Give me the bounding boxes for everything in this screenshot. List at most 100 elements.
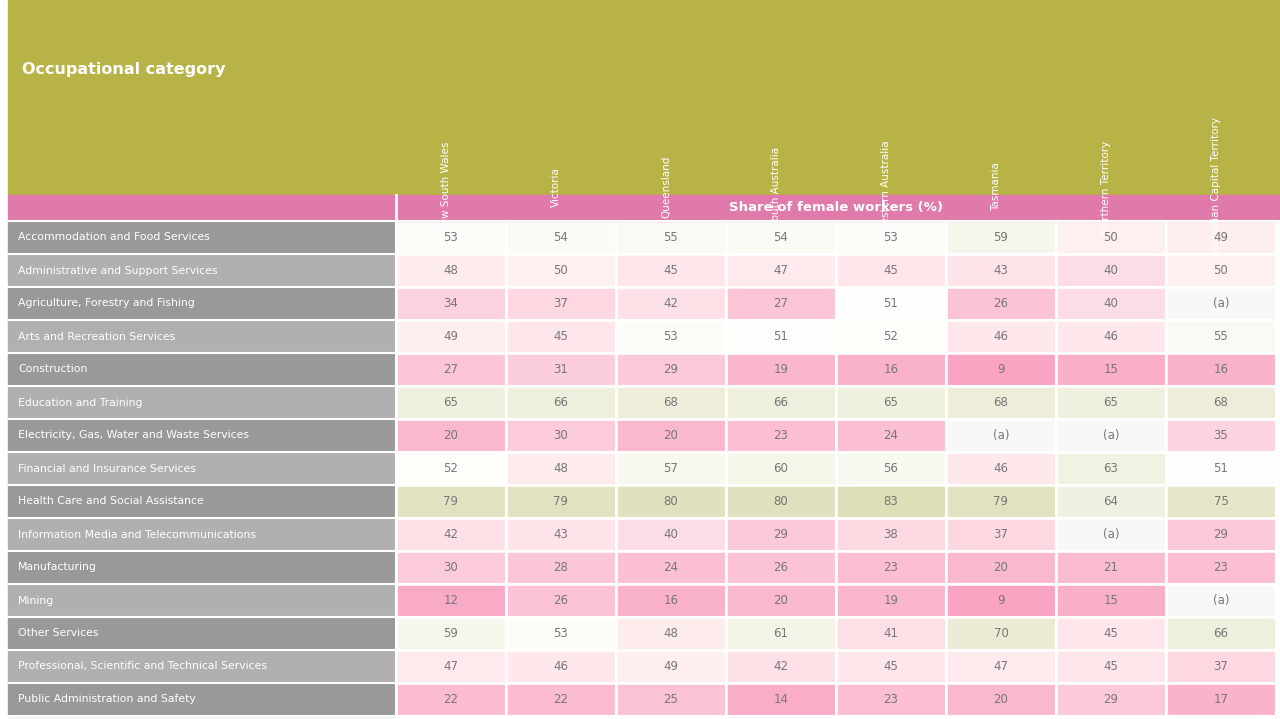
Bar: [8, 254, 396, 287]
Bar: [727, 288, 835, 319]
Bar: [727, 421, 835, 451]
Text: 45: 45: [663, 264, 678, 277]
Bar: [8, 419, 396, 452]
Bar: [398, 585, 504, 615]
Text: 29: 29: [773, 528, 788, 541]
Bar: [398, 487, 504, 516]
Bar: [727, 487, 835, 516]
Bar: [507, 487, 614, 516]
Text: 53: 53: [554, 627, 568, 640]
Bar: [8, 287, 396, 320]
Bar: [1057, 222, 1165, 252]
Text: 65: 65: [883, 396, 899, 409]
Text: 51: 51: [883, 297, 899, 310]
Bar: [507, 552, 614, 582]
Text: 52: 52: [883, 330, 899, 343]
Bar: [1057, 618, 1165, 649]
Bar: [617, 487, 724, 516]
Text: (a): (a): [1212, 594, 1229, 607]
Bar: [947, 454, 1055, 483]
Text: South Australia: South Australia: [771, 147, 781, 227]
Bar: [947, 288, 1055, 319]
Text: Accommodation and Food Services: Accommodation and Food Services: [18, 232, 210, 242]
Text: 80: 80: [773, 495, 788, 508]
Text: 79: 79: [993, 495, 1009, 508]
Text: 28: 28: [553, 561, 568, 574]
Bar: [727, 222, 835, 252]
Text: Information Media and Telecommunications: Information Media and Telecommunications: [18, 529, 256, 539]
Bar: [8, 353, 396, 386]
Text: 66: 66: [773, 396, 788, 409]
Bar: [8, 584, 396, 617]
Text: 53: 53: [663, 330, 678, 343]
Bar: [398, 321, 504, 352]
Bar: [617, 354, 724, 385]
Bar: [1167, 651, 1275, 682]
Text: 42: 42: [443, 528, 458, 541]
Text: 37: 37: [1213, 660, 1229, 673]
Text: 51: 51: [1213, 462, 1229, 475]
Text: Tasmania: Tasmania: [991, 162, 1001, 211]
Bar: [1057, 651, 1165, 682]
Bar: [1057, 684, 1165, 715]
Text: 34: 34: [444, 297, 458, 310]
Text: 40: 40: [1103, 297, 1119, 310]
Bar: [1057, 354, 1165, 385]
Bar: [1167, 255, 1275, 285]
Text: 46: 46: [993, 330, 1009, 343]
Text: Share of female workers (%): Share of female workers (%): [730, 201, 943, 214]
Bar: [617, 288, 724, 319]
Text: Australian Capital Territory: Australian Capital Territory: [1211, 117, 1221, 257]
Bar: [398, 421, 504, 451]
Text: Professional, Scientific and Technical Services: Professional, Scientific and Technical S…: [18, 661, 268, 672]
Bar: [837, 651, 945, 682]
Text: Financial and Insurance Services: Financial and Insurance Services: [18, 464, 196, 474]
Bar: [1167, 552, 1275, 582]
Bar: [727, 388, 835, 418]
Bar: [8, 485, 396, 518]
Text: 75: 75: [1213, 495, 1229, 508]
Text: 79: 79: [553, 495, 568, 508]
Text: 35: 35: [1213, 429, 1229, 442]
Text: 61: 61: [773, 627, 788, 640]
Bar: [837, 421, 945, 451]
Text: 65: 65: [444, 396, 458, 409]
Text: 14: 14: [773, 693, 788, 706]
Bar: [1057, 487, 1165, 516]
Bar: [507, 354, 614, 385]
Bar: [507, 388, 614, 418]
Bar: [617, 585, 724, 615]
Text: 49: 49: [663, 660, 678, 673]
Bar: [837, 321, 945, 352]
Bar: [398, 288, 504, 319]
Text: Northern Territory: Northern Territory: [1101, 140, 1111, 234]
Bar: [617, 454, 724, 483]
Bar: [727, 454, 835, 483]
Text: 45: 45: [883, 264, 899, 277]
Bar: [837, 585, 945, 615]
Bar: [507, 651, 614, 682]
Bar: [617, 321, 724, 352]
Text: 30: 30: [554, 429, 568, 442]
Text: 21: 21: [1103, 561, 1119, 574]
Bar: [1167, 684, 1275, 715]
Bar: [1167, 618, 1275, 649]
Text: 20: 20: [663, 429, 678, 442]
Bar: [1057, 321, 1165, 352]
Bar: [947, 222, 1055, 252]
Bar: [8, 551, 396, 584]
Bar: [947, 520, 1055, 549]
Text: 29: 29: [1213, 528, 1229, 541]
Bar: [947, 487, 1055, 516]
Bar: [837, 552, 945, 582]
Bar: [947, 388, 1055, 418]
Bar: [727, 321, 835, 352]
Text: Construction: Construction: [18, 365, 87, 375]
Text: Administrative and Support Services: Administrative and Support Services: [18, 265, 218, 275]
Text: Education and Training: Education and Training: [18, 398, 142, 408]
Bar: [1167, 585, 1275, 615]
Text: 43: 43: [553, 528, 568, 541]
Text: 46: 46: [553, 660, 568, 673]
Bar: [1167, 288, 1275, 319]
Text: 60: 60: [773, 462, 788, 475]
